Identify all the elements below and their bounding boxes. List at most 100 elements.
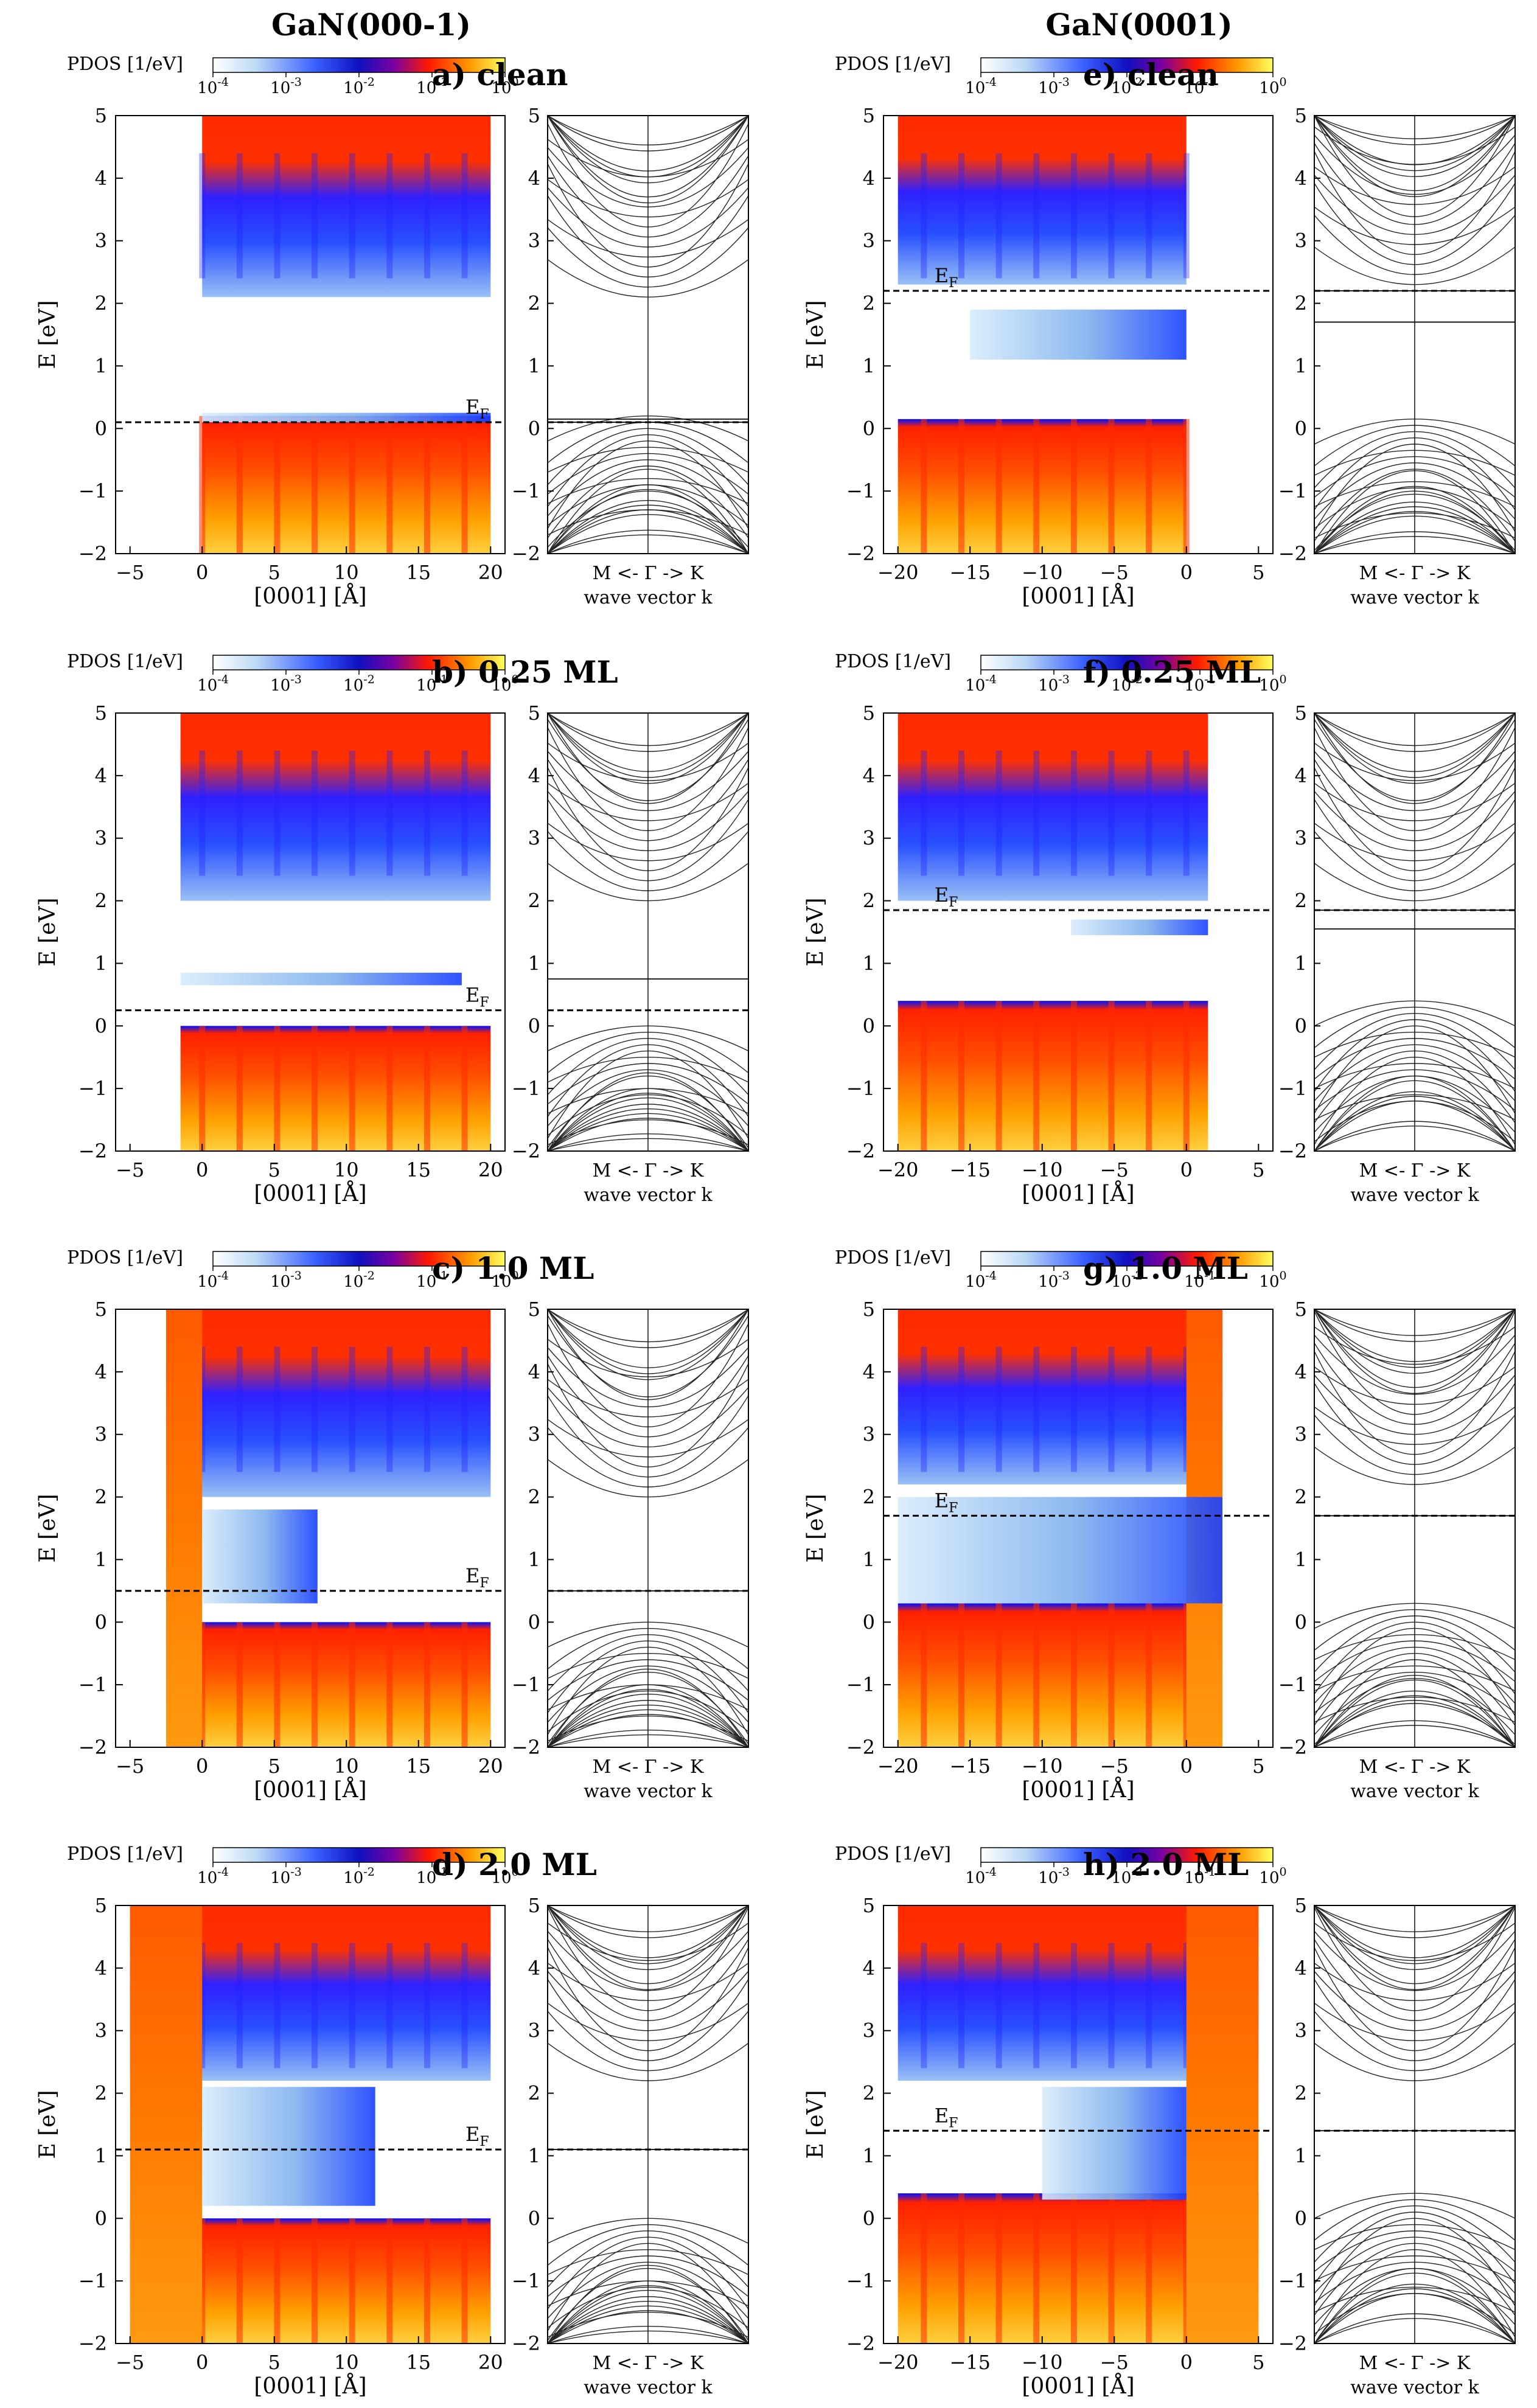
- x-tick-label: 20: [478, 1755, 503, 1778]
- colorbar-tick-label: 10-4: [197, 1269, 229, 1291]
- atomic-layer-stripe: [424, 1943, 430, 2069]
- y-tick-label: −2: [78, 542, 107, 565]
- band-y-tick-label: 5: [528, 1894, 540, 1917]
- colorbar-tick-label: 100: [1259, 1865, 1286, 1887]
- atomic-layer-stripe: [1033, 1001, 1040, 1151]
- band-y-tick-label: 5: [528, 1298, 540, 1321]
- atomic-layer-stripe: [921, 750, 927, 876]
- panel-title: a) clean: [432, 57, 568, 92]
- y-tick-label: −2: [846, 1140, 875, 1163]
- atomic-layer-stripe: [1146, 153, 1152, 279]
- atomic-layer-stripe: [1108, 419, 1115, 554]
- atomic-layer-stripe: [1146, 1001, 1152, 1151]
- y-tick-label: 0: [95, 417, 107, 440]
- x-tick-label: 20: [478, 1158, 503, 1181]
- band-y-tick-label: 2: [1295, 2082, 1307, 2105]
- y-axis-label: E [eV]: [803, 300, 828, 369]
- y-tick-label: −2: [78, 2332, 107, 2355]
- atomic-layer-stripe: [461, 153, 468, 279]
- y-tick-label: 5: [863, 1298, 875, 1321]
- y-tick-label: 2: [863, 889, 875, 913]
- heatmap-frame: [883, 1309, 1274, 1748]
- colorbar-tick-label: 10-2: [343, 1269, 375, 1291]
- y-tick-label: 1: [863, 354, 875, 377]
- band-y-tick-label: −1: [512, 2269, 540, 2292]
- band-y-tick-label: 3: [528, 1423, 540, 1446]
- y-tick-label: 4: [863, 764, 875, 787]
- band-y-tick-label: −1: [512, 479, 540, 503]
- y-tick-label: −2: [78, 1140, 107, 1163]
- valence-band-region: [180, 1026, 491, 1151]
- colorbar: [212, 57, 506, 73]
- colorbar-tick-label: 10-2: [343, 1865, 375, 1887]
- x-axis-label: [0001] [Å]: [254, 583, 366, 609]
- x-tick-label: 20: [478, 2351, 503, 2374]
- band-y-tick-label: −1: [1278, 1673, 1307, 1696]
- atomic-layer-stripe: [1183, 153, 1190, 279]
- y-tick-label: 0: [95, 1610, 107, 1634]
- atomic-layer-stripe: [424, 1026, 430, 1151]
- atomic-layer-stripe: [958, 1943, 964, 2069]
- x-tick-label: −5: [1100, 561, 1129, 584]
- atomic-layer-stripe: [995, 1346, 1002, 1472]
- x-tick-label: −5: [116, 561, 144, 584]
- atomic-layer-stripe: [424, 750, 430, 876]
- y-tick-label: 3: [863, 2019, 875, 2042]
- x-tick-label: 5: [1252, 1755, 1264, 1778]
- band-y-tick-label: −2: [1278, 2332, 1307, 2355]
- x-tick-label: 5: [268, 2351, 281, 2374]
- atomic-layer-stripe: [199, 153, 206, 279]
- band-y-tick-label: −2: [1278, 1140, 1307, 1163]
- colorbar-tick-label: 10-3: [1038, 673, 1070, 695]
- atomic-layer-stripe: [312, 416, 318, 554]
- atomic-layer-stripe: [312, 2218, 318, 2344]
- atomic-layer-stripe: [958, 2193, 964, 2344]
- atomic-layer-stripe: [921, 1943, 927, 2069]
- atomic-layer-stripe: [995, 419, 1002, 554]
- band-y-tick-label: 3: [1295, 1423, 1307, 1446]
- x-tick-label: 15: [406, 1158, 431, 1181]
- x-tick-label: −10: [1022, 2351, 1063, 2374]
- y-tick-label: 3: [863, 827, 875, 850]
- y-tick-label: 3: [863, 229, 875, 252]
- x-tick-label: 5: [268, 561, 281, 584]
- atomic-layer-stripe: [349, 416, 355, 554]
- heatmap-frame: [115, 115, 506, 554]
- atomic-layer-stripe: [312, 750, 318, 876]
- y-tick-label: 2: [95, 2082, 107, 2105]
- fermi-label: EF: [465, 984, 489, 1011]
- colorbar-tick-label: 10-4: [965, 75, 997, 97]
- valence-band-region: [202, 416, 491, 554]
- atomic-layer-stripe: [386, 1346, 393, 1472]
- atomic-layer-stripe: [274, 416, 281, 554]
- heatmap-frame: [883, 712, 1274, 1152]
- atomic-layer-stripe: [199, 1346, 206, 1472]
- y-tick-label: −1: [78, 1673, 107, 1696]
- gap-state-region: [1042, 2087, 1187, 2200]
- y-tick-label: −1: [78, 1077, 107, 1100]
- y-tick-label: 4: [863, 1957, 875, 1980]
- colorbar: [980, 57, 1274, 73]
- atomic-layer-stripe: [1070, 1943, 1077, 2069]
- band-y-tick-label: 2: [528, 1486, 540, 1509]
- panel-title: h) 2.0 ML: [1083, 1846, 1249, 1882]
- colorbar-tick-label: 10-4: [197, 75, 229, 97]
- band-y-tick-label: 0: [528, 1610, 540, 1634]
- atomic-layer-stripe: [1108, 1943, 1115, 2069]
- y-tick-label: 1: [95, 952, 107, 975]
- x-tick-label: −20: [877, 1158, 919, 1181]
- y-tick-label: 2: [863, 2082, 875, 2105]
- atomic-layer-stripe: [995, 153, 1002, 279]
- band-y-tick-label: 4: [1295, 1957, 1307, 1980]
- x-axis-label: [0001] [Å]: [254, 1181, 366, 1206]
- atomic-layer-stripe: [1108, 2193, 1115, 2344]
- x-axis-label: [0001] [Å]: [1022, 2373, 1134, 2399]
- x-tick-label: 15: [406, 1755, 431, 1778]
- colorbar: [212, 1847, 506, 1863]
- atomic-layer-stripe: [461, 416, 468, 554]
- band-y-tick-label: 5: [1295, 1894, 1307, 1917]
- wave-vector-label: wave vector k: [1350, 1781, 1479, 1802]
- y-tick-label: 5: [863, 104, 875, 127]
